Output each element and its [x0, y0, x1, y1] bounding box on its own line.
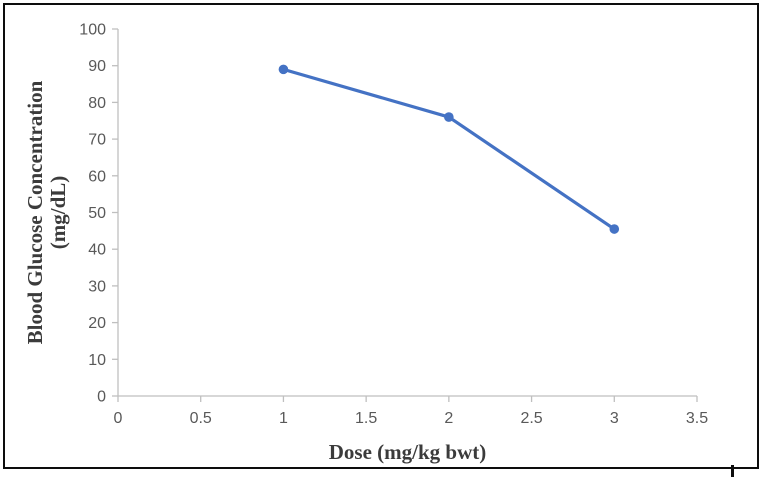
x-tick-label: 2.5: [520, 410, 542, 427]
y-tick-label: 0: [97, 389, 106, 406]
data-point-marker: [609, 224, 620, 234]
y-tick-label: 30: [88, 278, 106, 295]
y-axis-title: Blood Glucose Concentration (mg/dL): [23, 29, 70, 396]
x-tick-label: 3.5: [686, 410, 708, 427]
y-tick-label: 60: [88, 168, 106, 185]
y-axis-title-line1: Blood Glucose Concentration: [23, 80, 47, 345]
x-axis-title: Dose (mg/kg bwt): [328, 440, 487, 464]
data-point-marker: [444, 112, 454, 122]
y-tick-label: 20: [88, 315, 106, 332]
x-tick-label: 3: [610, 410, 619, 427]
chart-border: [3, 3, 759, 469]
series-line: [281, 67, 616, 231]
x-tick-label: 2: [444, 410, 453, 427]
x-tick-label: 0.5: [190, 410, 212, 427]
y-tick-label: 40: [88, 242, 106, 259]
data-point-marker: [278, 64, 289, 75]
y-tick-label: 10: [88, 352, 106, 369]
y-tick-label: 70: [88, 132, 106, 149]
artifact-mark: [731, 465, 734, 477]
y-tick-label: 100: [79, 22, 106, 39]
y-axis-title-line2: (mg/dL): [46, 175, 70, 250]
x-tick-label: 1: [279, 410, 288, 427]
y-tick-label: 90: [88, 58, 106, 75]
x-tick-label: 0: [114, 410, 123, 427]
y-tick-label: 50: [88, 205, 106, 222]
y-tick-label: 80: [88, 95, 106, 112]
x-tick-label: 1.5: [355, 410, 377, 427]
